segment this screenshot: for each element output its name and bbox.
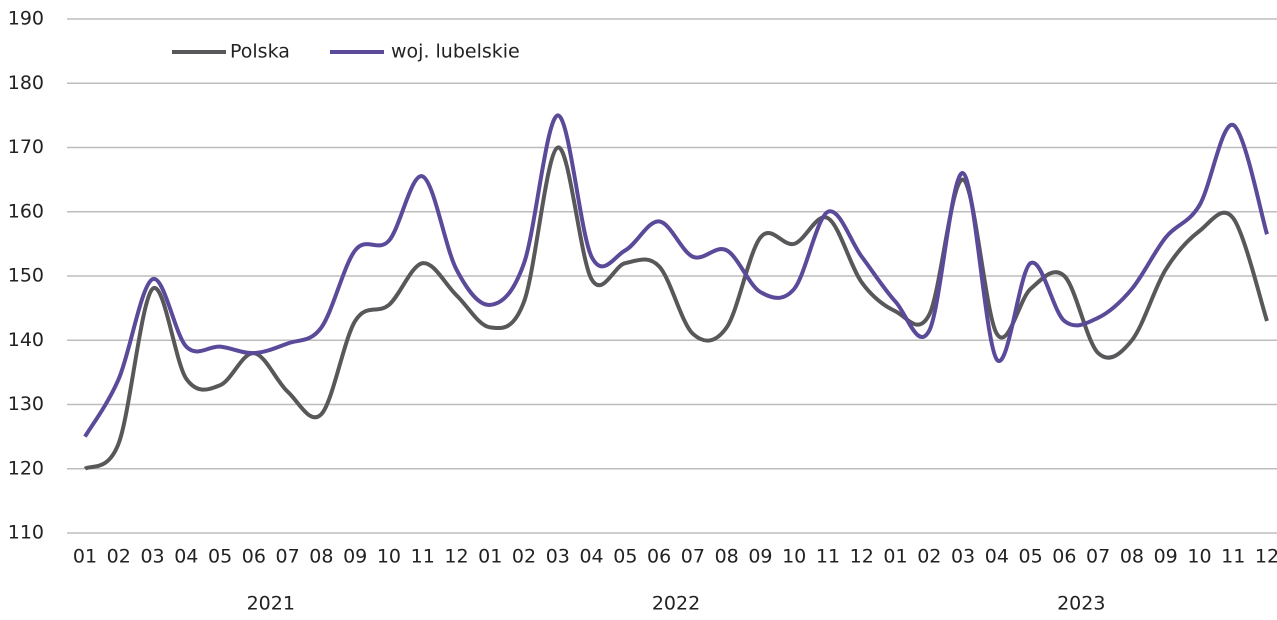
y-tick-label: 140	[8, 329, 44, 351]
x-tick-label: 01	[73, 546, 97, 568]
x-tick-label: 01	[883, 546, 907, 568]
x-tick-label: 02	[107, 546, 131, 568]
x-tick-label: 11	[411, 546, 435, 568]
y-tick-label: 120	[8, 457, 44, 479]
y-tick-label: 190	[8, 8, 44, 30]
x-tick-label: 12	[850, 546, 874, 568]
x-tick-label: 09	[1154, 546, 1178, 568]
x-tick-label: 03	[140, 546, 164, 568]
y-tick-label: 110	[8, 522, 44, 544]
x-tick-label: 06	[242, 546, 266, 568]
x-tick-label: 12	[444, 546, 468, 568]
x-tick-label: 04	[174, 546, 198, 568]
x-tick-label: 02	[917, 546, 941, 568]
x-group-label: 2021	[247, 593, 295, 615]
x-tick-label: 05	[1019, 546, 1043, 568]
x-tick-label: 09	[748, 546, 772, 568]
x-tick-label: 08	[715, 546, 739, 568]
x-tick-label: 09	[343, 546, 367, 568]
x-tick-label: 02	[512, 546, 536, 568]
x-tick-label: 08	[309, 546, 333, 568]
x-group-label: 2022	[652, 593, 700, 615]
x-tick-label: 10	[377, 546, 401, 568]
x-tick-label: 12	[1255, 546, 1277, 568]
x-tick-label: 10	[1187, 546, 1211, 568]
x-tick-label: 05	[613, 546, 637, 568]
x-tick-label: 06	[1052, 546, 1076, 568]
y-tick-label: 180	[8, 72, 44, 94]
x-tick-label: 07	[1086, 546, 1110, 568]
x-tick-label: 11	[816, 546, 840, 568]
line-series	[83, 145, 1269, 471]
x-tick-label: 06	[647, 546, 671, 568]
x-group-label: 2023	[1057, 593, 1105, 615]
x-tick-label: 07	[276, 546, 300, 568]
y-tick-label: 170	[8, 136, 44, 158]
x-tick-label: 11	[1221, 546, 1245, 568]
legend-label: woj. lubelskie	[391, 41, 520, 63]
x-tick-label: 08	[1120, 546, 1144, 568]
y-tick-label: 160	[8, 200, 44, 222]
line-series	[83, 113, 1269, 438]
x-tick-label: 01	[478, 546, 502, 568]
y-tick-label: 150	[8, 265, 44, 287]
legend-label: Polska	[230, 41, 290, 63]
x-tick-label: 04	[985, 546, 1009, 568]
x-tick-label: 07	[681, 546, 705, 568]
x-tick-label: 10	[782, 546, 806, 568]
x-tick-label: 03	[951, 546, 975, 568]
x-tick-label: 05	[208, 546, 232, 568]
y-tick-label: 130	[8, 393, 44, 415]
x-tick-label: 03	[546, 546, 570, 568]
x-tick-label: 04	[579, 546, 603, 568]
